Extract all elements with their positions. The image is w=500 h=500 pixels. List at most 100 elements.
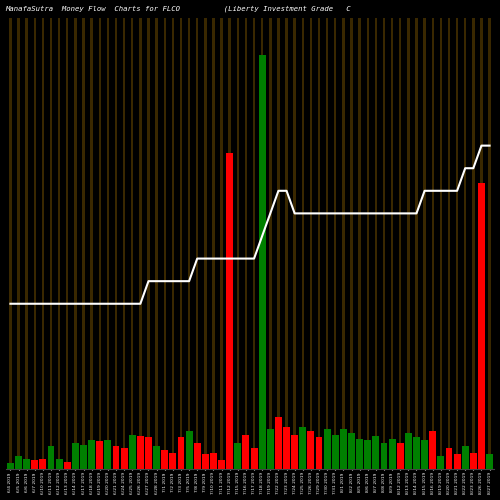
Bar xyxy=(42,18,44,469)
Bar xyxy=(308,431,314,470)
Bar xyxy=(194,442,200,469)
Bar xyxy=(180,18,182,469)
Bar xyxy=(462,446,468,469)
Bar xyxy=(261,18,264,469)
Bar xyxy=(226,392,233,469)
Bar xyxy=(438,456,444,469)
Bar xyxy=(391,18,394,469)
Bar xyxy=(421,440,428,470)
Bar xyxy=(58,18,60,469)
Bar xyxy=(286,18,288,469)
Bar xyxy=(80,445,87,469)
Bar xyxy=(364,440,371,470)
Bar xyxy=(120,448,128,469)
Bar xyxy=(250,448,258,469)
Bar xyxy=(40,460,46,469)
Bar xyxy=(202,454,209,469)
Bar xyxy=(356,438,363,470)
Bar xyxy=(34,18,36,469)
Bar xyxy=(432,18,434,469)
Bar xyxy=(186,431,192,470)
Bar xyxy=(302,18,304,469)
Bar xyxy=(407,18,410,469)
Bar xyxy=(234,442,242,469)
Bar xyxy=(372,436,380,470)
Bar xyxy=(82,18,84,469)
Bar xyxy=(137,436,144,470)
Bar xyxy=(156,18,158,469)
Bar xyxy=(18,18,20,469)
Bar xyxy=(178,437,184,470)
Bar xyxy=(196,18,198,469)
Bar xyxy=(148,18,150,469)
Bar xyxy=(430,431,436,470)
Bar xyxy=(131,18,134,469)
Bar xyxy=(416,18,418,469)
Bar xyxy=(66,18,68,469)
Bar xyxy=(88,440,95,470)
Bar xyxy=(228,18,231,469)
Bar xyxy=(348,432,355,470)
Bar xyxy=(64,462,70,469)
Bar xyxy=(164,18,166,469)
Bar xyxy=(326,18,328,469)
Bar xyxy=(258,414,266,470)
Bar xyxy=(115,18,117,469)
Bar xyxy=(236,18,239,469)
Bar xyxy=(15,456,22,469)
Bar xyxy=(283,427,290,470)
Bar xyxy=(188,18,190,469)
Bar xyxy=(380,442,388,469)
Bar xyxy=(478,427,485,470)
Bar xyxy=(56,458,62,469)
Bar xyxy=(358,18,361,469)
Bar xyxy=(74,18,76,469)
Bar xyxy=(96,441,103,470)
Bar xyxy=(258,56,266,470)
Bar xyxy=(98,18,101,469)
Bar xyxy=(454,454,460,469)
Bar xyxy=(332,435,338,470)
Bar xyxy=(153,446,160,469)
Bar xyxy=(405,432,412,470)
Bar xyxy=(9,18,12,469)
Bar xyxy=(112,446,119,469)
Bar xyxy=(123,18,126,469)
Bar xyxy=(399,18,402,469)
Bar xyxy=(7,464,14,469)
Bar xyxy=(316,437,322,470)
Bar xyxy=(26,18,28,469)
Bar xyxy=(486,454,493,469)
Bar xyxy=(269,18,272,469)
Bar xyxy=(244,18,247,469)
Bar xyxy=(48,446,54,469)
Bar xyxy=(72,442,79,469)
Bar xyxy=(472,18,474,469)
Bar xyxy=(275,417,282,470)
Bar xyxy=(267,430,274,470)
Bar xyxy=(366,18,369,469)
Bar xyxy=(456,18,458,469)
Bar xyxy=(324,430,330,470)
Bar xyxy=(129,435,136,470)
Bar xyxy=(310,18,312,469)
Bar xyxy=(294,18,296,469)
Bar xyxy=(340,430,347,470)
Bar xyxy=(226,153,233,470)
Bar xyxy=(170,452,176,469)
Bar xyxy=(413,437,420,470)
Bar xyxy=(448,18,450,469)
Bar xyxy=(388,438,396,470)
Bar xyxy=(470,452,477,469)
Bar xyxy=(139,18,141,469)
Bar xyxy=(480,18,482,469)
Bar xyxy=(440,18,442,469)
Bar xyxy=(106,18,109,469)
Bar xyxy=(32,460,38,469)
Bar xyxy=(464,18,466,469)
Bar xyxy=(172,18,174,469)
Bar xyxy=(334,18,336,469)
Bar xyxy=(162,450,168,469)
Text: ManafaSutra  Money Flow  Charts for FLCO          (Liberty Investment Grade   C: ManafaSutra Money Flow Charts for FLCO (… xyxy=(6,6,351,12)
Bar xyxy=(300,427,306,470)
